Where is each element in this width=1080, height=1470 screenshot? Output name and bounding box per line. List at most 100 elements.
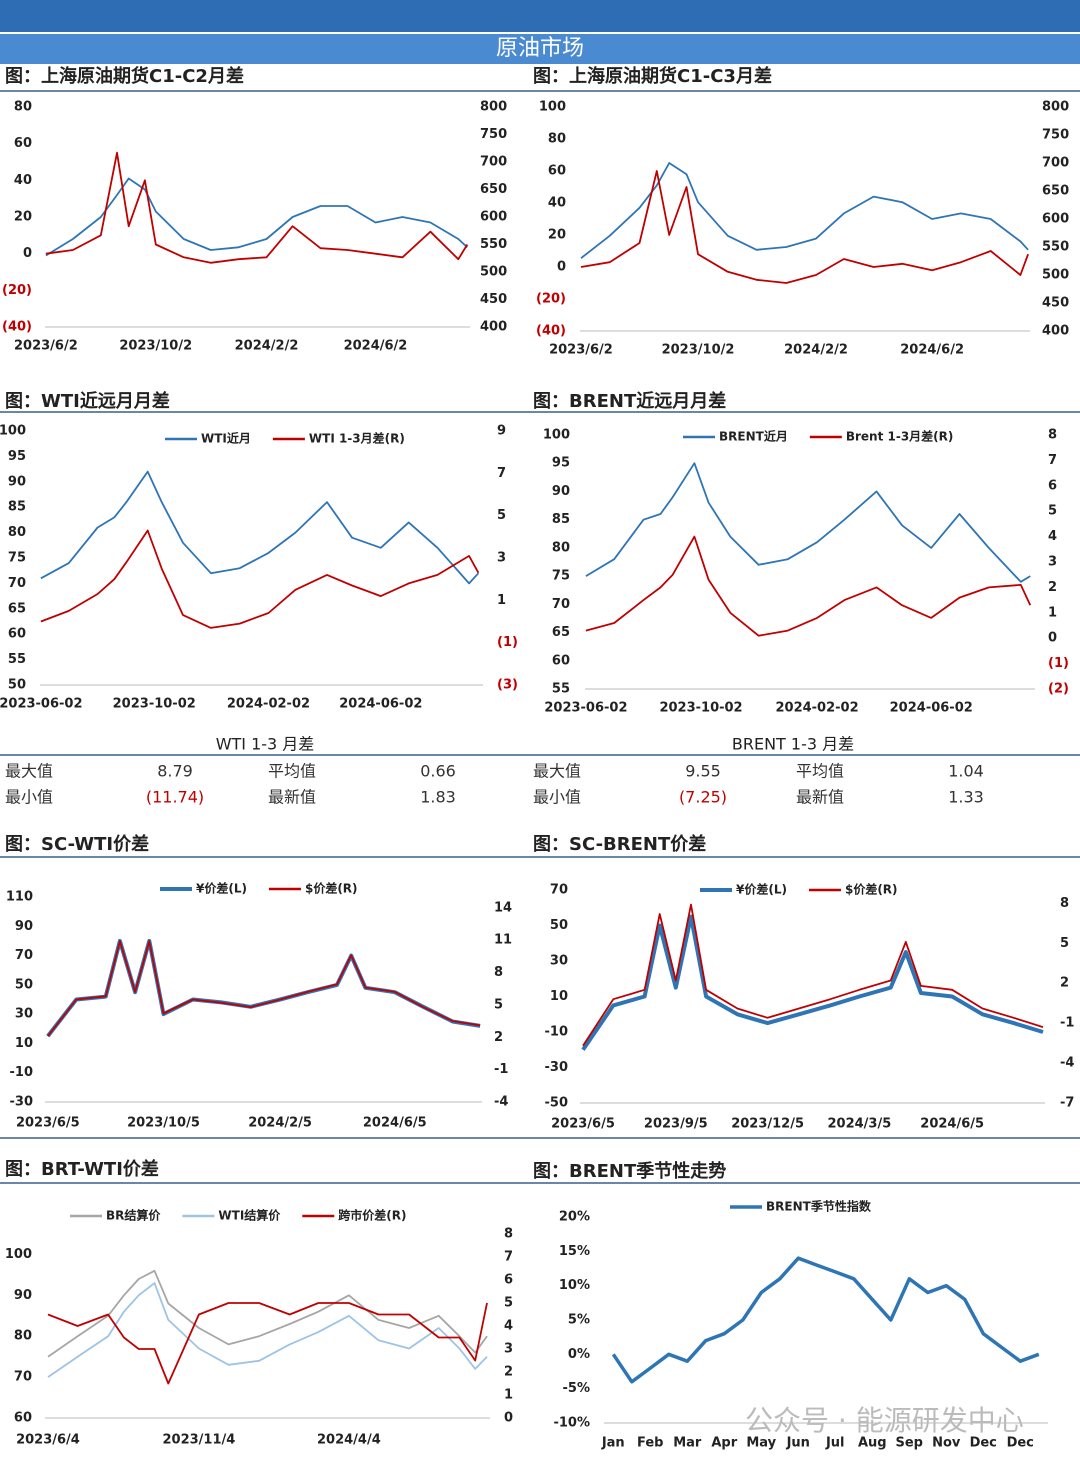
x-tick-label: Sep: [896, 1436, 924, 1451]
legend-label: BRENT近月: [719, 429, 788, 444]
y2-tick-label: 450: [1042, 296, 1069, 311]
y2-tick-label: -1: [1060, 1016, 1074, 1031]
x-tick-label: 2023/10/2: [662, 343, 735, 358]
x-tick-label: May: [746, 1436, 776, 1451]
y2-tick-label: 1: [497, 593, 506, 608]
x-tick-label: 2024-02-02: [775, 701, 858, 716]
y-tick-label: 85: [8, 500, 26, 515]
y-tick-label: 5%: [568, 1313, 590, 1328]
y-tick-label: 75: [8, 551, 26, 566]
y-tick-label: 60: [548, 164, 566, 179]
table-cell: 1.33: [948, 788, 984, 807]
y-tick-label: 70: [550, 883, 568, 898]
chart-title: 图：上海原油期货C1-C3月差: [533, 65, 772, 87]
x-tick-label: 2023/6/2: [14, 339, 78, 354]
x-tick-label: 2024/6/2: [344, 339, 408, 354]
legend-label: ¥价差(L): [196, 881, 247, 896]
y2-tick-label: 800: [1042, 100, 1069, 115]
y-tick-label: 30: [550, 954, 568, 969]
y-tick-label: 20: [14, 210, 32, 225]
table-cell: (7.25): [679, 788, 727, 807]
legend-label: ¥价差(L): [736, 882, 787, 897]
section-title: 原油市场: [496, 36, 584, 61]
y2-tick-label: 700: [1042, 156, 1069, 171]
y-tick-label: 60: [552, 653, 570, 668]
table-cell: 最小值: [533, 788, 581, 807]
y2-tick-label: 7: [497, 466, 506, 481]
chart-title: 图：BRENT近远月月差: [533, 390, 726, 412]
y-tick-label: 80: [8, 525, 26, 540]
x-tick-label: 2023/6/4: [16, 1433, 80, 1448]
table-cell: 最大值: [5, 762, 53, 781]
y-tick-label: 10: [15, 1036, 33, 1051]
y-tick-label: -10: [545, 1025, 569, 1040]
y2-tick-label: 0: [504, 1411, 513, 1426]
y2-tick-label: 2: [504, 1365, 513, 1380]
y-tick-label: 20%: [559, 1210, 590, 1225]
y-tick-label: (40): [536, 324, 566, 339]
series-line: [40, 470, 480, 585]
table-cell: 最新值: [268, 788, 316, 807]
y-tick-label: 15%: [559, 1244, 590, 1259]
y-tick-label: 80: [552, 540, 570, 555]
y-tick-label: -50: [545, 1096, 569, 1111]
y2-tick-label: 2: [1060, 976, 1069, 991]
x-tick-label: 2024/6/5: [363, 1116, 427, 1131]
y-tick-label: 100: [539, 100, 566, 115]
table-cell: (11.74): [146, 788, 204, 807]
legend-label: Brent 1-3月差(R): [846, 429, 954, 444]
y-tick-label: 0%: [568, 1347, 590, 1362]
legend-label: WTI结算价: [218, 1208, 281, 1223]
y-tick-label: 90: [8, 474, 26, 489]
table-cell: 平均值: [796, 762, 844, 781]
y-tick-label: 50: [15, 977, 33, 992]
y-tick-label: 80: [548, 132, 566, 147]
y2-tick-label: 2: [1048, 580, 1057, 595]
y-tick-label: 90: [552, 484, 570, 499]
y2-tick-label: 2: [494, 1030, 503, 1045]
y2-tick-label: 4: [1048, 529, 1057, 544]
x-tick-label: 2023/12/5: [731, 1117, 804, 1132]
table-cell: 最小值: [5, 788, 53, 807]
y2-tick-label: 650: [480, 182, 507, 197]
y-tick-label: 10%: [559, 1278, 590, 1293]
table-title: BRENT 1-3 月差: [732, 735, 854, 754]
y-tick-label: 90: [14, 1288, 32, 1303]
y2-tick-label: 550: [480, 237, 507, 252]
section-bar: [0, 34, 1080, 64]
x-tick-label: 2023/10/2: [119, 339, 192, 354]
y2-tick-label: (2): [1048, 682, 1069, 697]
series-line: [45, 177, 468, 257]
y-tick-label: -30: [545, 1060, 569, 1075]
y-tick-label: 90: [15, 919, 33, 934]
y2-tick-label: 14: [494, 900, 512, 915]
y2-tick-label: 400: [1042, 324, 1069, 339]
x-tick-label: Mar: [673, 1436, 702, 1451]
x-tick-label: 2024/2/5: [248, 1116, 312, 1131]
x-tick-label: 2024/6/5: [920, 1117, 984, 1132]
y-tick-label: 55: [552, 682, 570, 697]
y-tick-label: 30: [15, 1007, 33, 1022]
series-line: [47, 940, 481, 1037]
table-cell: 1.04: [948, 762, 984, 781]
y2-tick-label: 600: [1042, 212, 1069, 227]
legend-label: $价差(R): [845, 882, 898, 897]
y-tick-label: 65: [8, 601, 26, 616]
x-tick-label: 2023/10/5: [127, 1116, 200, 1131]
x-tick-label: 2023/6/5: [16, 1116, 80, 1131]
y-tick-label: 95: [552, 456, 570, 471]
x-tick-label: 2024-02-02: [227, 697, 310, 712]
legend-label: WTI近月: [201, 431, 251, 446]
y2-tick-label: 8: [504, 1227, 513, 1242]
x-tick-label: 2024-06-02: [890, 701, 973, 716]
y2-tick-label: 500: [480, 265, 507, 280]
y-tick-label: 40: [14, 173, 32, 188]
y2-tick-label: (1): [497, 635, 518, 650]
series-line: [585, 462, 1031, 583]
y-tick-label: -30: [10, 1095, 34, 1110]
series-line: [45, 151, 469, 264]
table-cell: 最新值: [796, 788, 844, 807]
y2-tick-label: 5: [1048, 504, 1057, 519]
y2-tick-label: 400: [480, 320, 507, 335]
